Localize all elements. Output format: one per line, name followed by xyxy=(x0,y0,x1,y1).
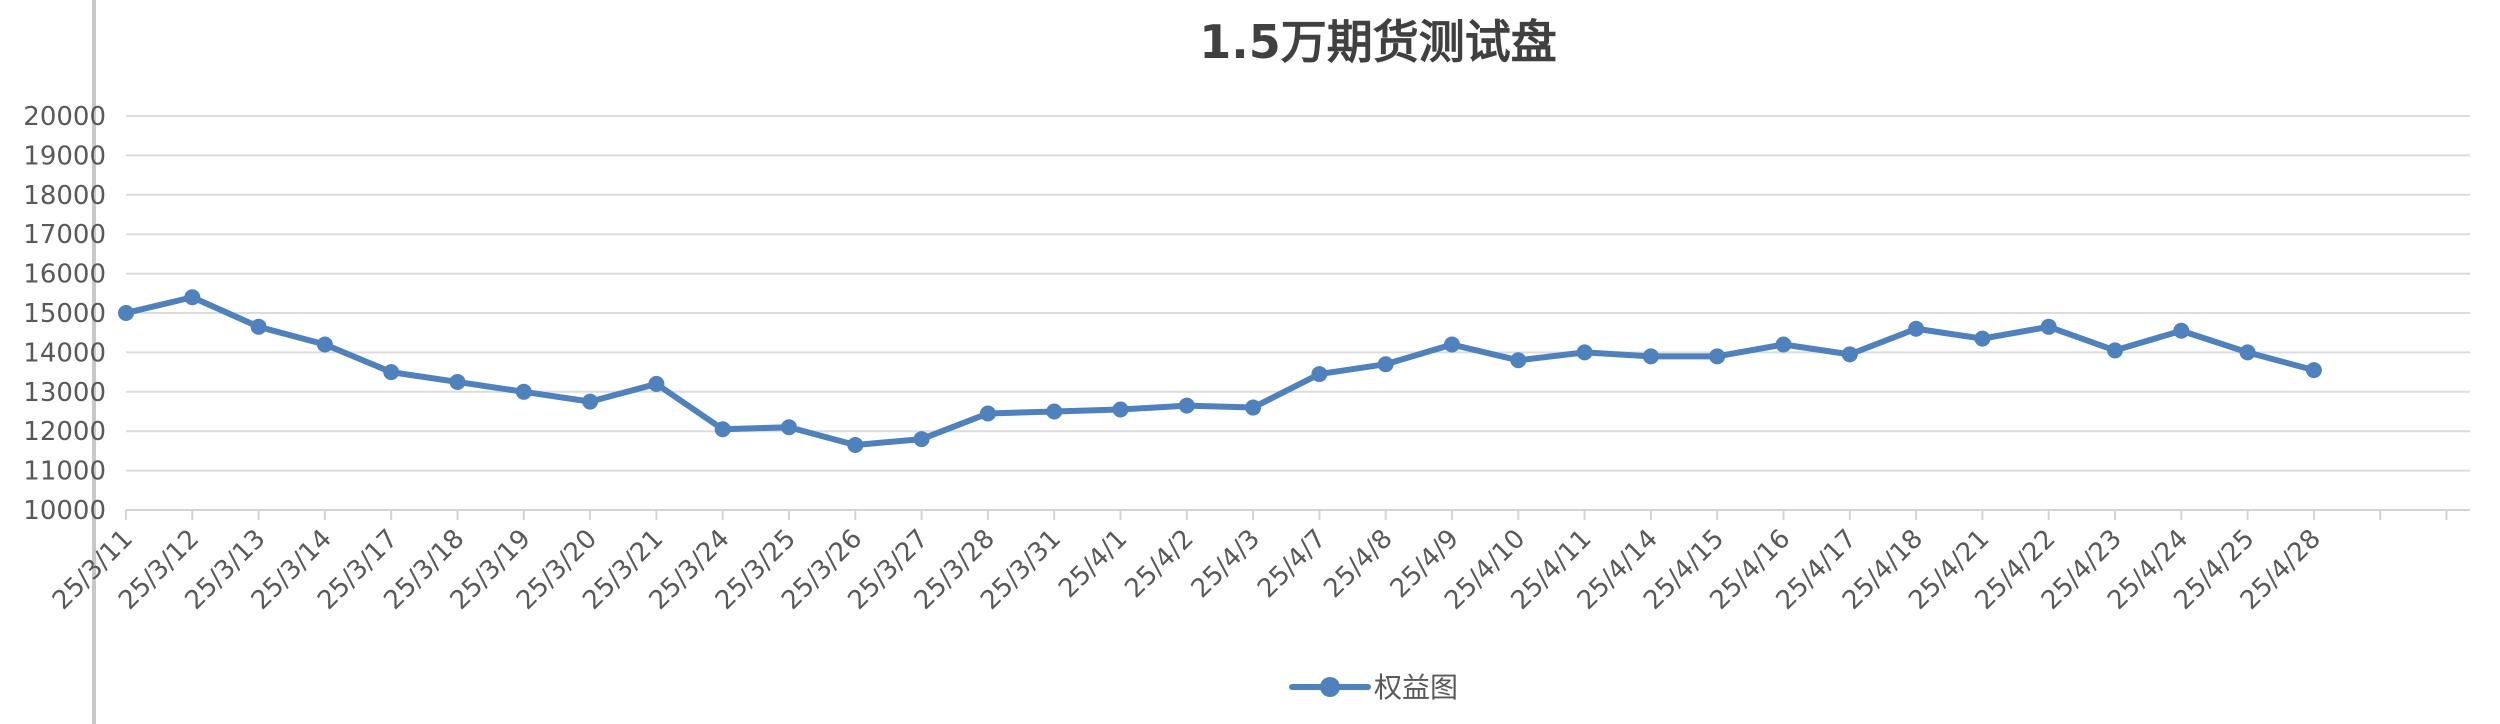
data-point xyxy=(1311,366,1328,383)
data-point xyxy=(582,393,599,410)
chart-title: 1.5万期货测试盘 xyxy=(1199,15,1557,69)
data-point xyxy=(1775,336,1792,353)
y-tick-label: 18000 xyxy=(23,181,106,211)
data-point xyxy=(1046,403,1063,420)
data-point xyxy=(1908,320,1925,337)
data-point xyxy=(979,405,996,422)
x-tick-label: 25/4/2 xyxy=(1119,524,1199,604)
data-point xyxy=(847,436,864,453)
data-point xyxy=(515,383,532,400)
y-tick-label: 19000 xyxy=(23,141,106,171)
y-tick-label: 12000 xyxy=(23,417,106,447)
x-tick-label: 25/4/7 xyxy=(1252,524,1332,604)
series-equity xyxy=(118,289,2322,453)
y-tick-label: 15000 xyxy=(23,299,106,329)
data-point xyxy=(1377,356,1394,373)
x-axis-labels: 25/3/1125/3/1225/3/1325/3/1425/3/1725/3/… xyxy=(47,524,2327,616)
data-point xyxy=(1709,348,1726,365)
data-point xyxy=(118,305,134,321)
y-tick-label: 17000 xyxy=(23,220,106,250)
data-point xyxy=(1178,397,1195,414)
legend-dot-marker xyxy=(1320,677,1340,697)
y-tick-label: 14000 xyxy=(23,338,106,368)
y-tick-label: 20000 xyxy=(23,102,106,132)
series-line xyxy=(123,294,2317,448)
data-point xyxy=(1510,352,1527,369)
data-point xyxy=(1576,344,1593,361)
data-point xyxy=(449,373,466,390)
data-point xyxy=(2305,362,2322,379)
data-point xyxy=(1841,346,1858,363)
x-tick-label: 25/4/1 xyxy=(1053,524,1133,604)
gridlines xyxy=(126,115,2470,511)
data-point xyxy=(316,336,333,353)
data-point xyxy=(1642,348,1659,365)
data-point xyxy=(2173,322,2190,339)
data-point xyxy=(1974,330,1991,347)
data-point xyxy=(714,421,731,438)
x-tick-label: 25/4/3 xyxy=(1186,524,1266,604)
x-tick-label: 25/4/8 xyxy=(1318,524,1398,604)
data-point xyxy=(2239,344,2256,361)
data-point xyxy=(1112,401,1129,418)
data-point xyxy=(2107,342,2123,359)
legend: 权益图 xyxy=(1289,671,1458,704)
data-point xyxy=(184,289,201,306)
x-axis xyxy=(125,509,2470,520)
data-point xyxy=(913,431,930,448)
y-tick-label: 13000 xyxy=(23,378,106,408)
data-point xyxy=(781,419,797,436)
data-point xyxy=(2040,318,2057,335)
data-point xyxy=(383,364,400,381)
legend-label: 权益图 xyxy=(1374,671,1458,704)
y-tick-label: 16000 xyxy=(23,260,106,290)
data-point xyxy=(1245,399,1262,416)
data-point xyxy=(250,318,267,335)
data-point xyxy=(1444,336,1460,353)
y-tick-label: 11000 xyxy=(23,457,106,487)
data-point xyxy=(648,375,665,392)
y-axis-labels: 10000 11000 12000 13000 14000 15000 16000 17000… xyxy=(23,102,106,526)
y-tick-label: 10000 xyxy=(23,496,106,526)
